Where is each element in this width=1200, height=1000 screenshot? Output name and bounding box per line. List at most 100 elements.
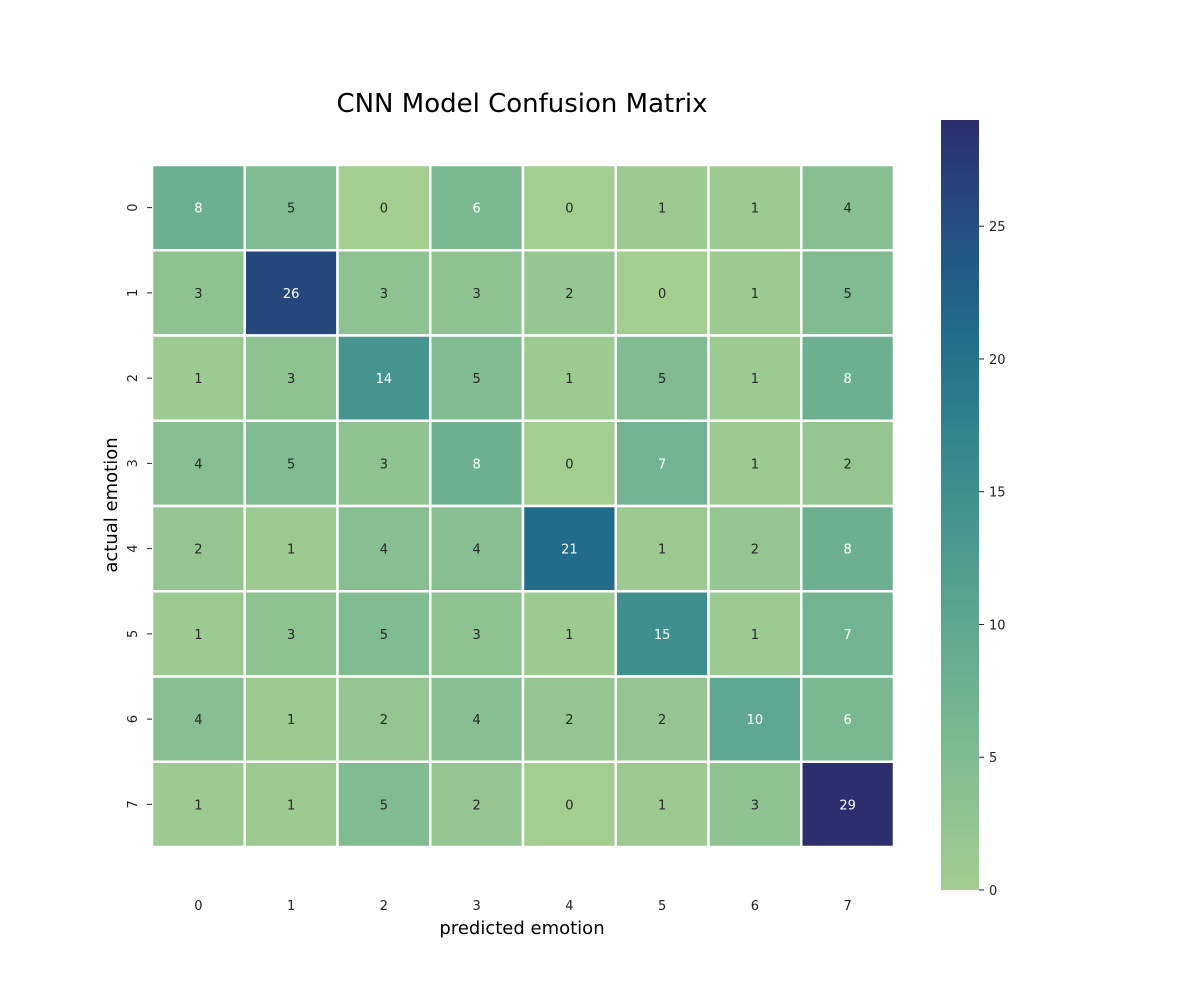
cell-value-label-3-4: 0	[565, 457, 573, 472]
x-tick-label: 2	[380, 899, 388, 914]
x-tick-label: 3	[472, 899, 480, 914]
cell-value-label-5-3: 3	[472, 628, 480, 643]
cell-value-label-7-0: 1	[194, 798, 202, 813]
cell-value-label-6-1: 1	[287, 713, 295, 728]
heatmap-cell-3-2	[336, 419, 432, 508]
cell-value-label-7-3: 2	[472, 798, 480, 813]
heatmap-cell-5-7	[800, 590, 896, 678]
cell-value-label-0-2: 0	[380, 202, 388, 217]
cell-value-label-5-5: 15	[654, 628, 671, 643]
heatmap-cell-6-1	[243, 675, 339, 763]
y-tick-label: 2	[126, 374, 141, 382]
cell-value-label-1-7: 5	[843, 287, 851, 302]
x-tick-label: 4	[565, 899, 573, 914]
y-axis-label: actual emotion	[101, 437, 122, 572]
colorbar-ticks: 0 5 10 15 20 25	[979, 220, 1006, 899]
heatmap-cell-7-2	[336, 760, 432, 849]
cell-value-label-1-2: 3	[380, 287, 388, 302]
cell-value-label-5-1: 3	[287, 628, 295, 643]
heatmap-cell-2-6	[707, 334, 803, 422]
cell-value-label-3-3: 8	[472, 457, 480, 472]
cell-value-label-4-6: 2	[751, 543, 759, 558]
cell-value-label-6-6: 10	[747, 713, 764, 728]
colorbar-tick-label: 15	[989, 486, 1006, 501]
heatmap-cell-4-3	[429, 504, 525, 593]
cell-value-label-6-5: 2	[658, 713, 666, 728]
cell-value-label-2-6: 1	[751, 372, 759, 387]
heatmap-cell-6-2	[336, 675, 432, 763]
x-tick-label: 7	[843, 899, 851, 914]
heatmap-cell-2-4	[521, 334, 617, 422]
cell-value-label-1-4: 2	[565, 287, 573, 302]
cell-value-label-4-4: 21	[561, 543, 578, 558]
colorbar-tick-label: 20	[989, 353, 1006, 368]
cell-value-label-6-0: 4	[194, 713, 202, 728]
cell-value-label-7-1: 1	[287, 798, 295, 813]
colorbar-tick-label: 5	[989, 751, 997, 766]
heatmap-cell-0-5	[614, 163, 710, 252]
y-tick-label: 4	[126, 544, 141, 552]
cell-value-label-0-3: 6	[472, 202, 480, 217]
cell-value-label-0-5: 1	[658, 202, 666, 217]
heatmap-cell-4-4	[521, 504, 617, 593]
cell-value-label-5-2: 5	[380, 628, 388, 643]
cell-value-label-3-7: 2	[843, 457, 851, 472]
heatmap-cell-6-0	[150, 675, 246, 763]
heatmap-cell-7-4	[521, 760, 617, 849]
heatmap-cell-6-6	[707, 675, 803, 763]
x-tick-label: 6	[751, 899, 759, 914]
cell-value-label-2-1: 3	[287, 372, 295, 387]
cell-value-label-4-7: 8	[843, 543, 851, 558]
heatmap-cell-2-1	[243, 334, 339, 422]
heatmap-cell-6-7	[800, 675, 896, 763]
heatmap-cell-7-3	[429, 760, 525, 849]
y-tick-label: 7	[126, 800, 141, 808]
y-axis-ticks: 0 1 2 3 4 5 6 7	[126, 203, 152, 809]
y-tick-label: 5	[126, 630, 141, 638]
cell-value-label-6-4: 2	[565, 713, 573, 728]
x-tick-label: 1	[287, 899, 295, 914]
y-tick-label: 6	[126, 715, 141, 723]
heatmap-cell-2-2	[336, 334, 432, 422]
heatmap-cell-1-1	[243, 249, 339, 337]
cell-value-label-6-7: 6	[843, 713, 851, 728]
cell-value-label-3-0: 4	[194, 457, 202, 472]
x-axis-label: predicted emotion	[439, 918, 604, 939]
heatmap-cell-0-1	[243, 163, 339, 252]
cell-value-label-5-6: 1	[751, 628, 759, 643]
heatmap-cell-0-7	[800, 163, 896, 252]
heatmap-cell-3-4	[521, 419, 617, 508]
x-axis-ticks: 0 1 2 3 4 5 6 7	[194, 899, 852, 914]
heatmap-cell-5-5	[614, 590, 710, 678]
heatmap-cell-2-7	[800, 334, 896, 422]
heatmap-cell-5-1	[243, 590, 339, 678]
heatmap-cell-3-3	[429, 419, 525, 508]
colorbar-tick-label: 0	[989, 884, 997, 899]
colorbar-tick-label: 25	[989, 220, 1006, 235]
cell-value-label-2-4: 1	[565, 372, 573, 387]
heatmap-cell-1-7	[800, 249, 896, 337]
cell-value-label-0-1: 5	[287, 202, 295, 217]
cell-value-label-2-3: 5	[472, 372, 480, 387]
chart-title: CNN Model Confusion Matrix	[336, 89, 707, 119]
heatmap-cell-7-5	[614, 760, 710, 849]
cell-value-label-2-0: 1	[194, 372, 202, 387]
cell-value-label-6-3: 4	[472, 713, 480, 728]
cell-value-label-4-5: 1	[658, 543, 666, 558]
colorbar-tick-label: 10	[989, 618, 1006, 633]
colorbar	[941, 120, 979, 890]
heatmap-cell-2-5	[614, 334, 710, 422]
x-tick-label: 5	[658, 899, 666, 914]
cell-value-label-3-5: 7	[658, 457, 666, 472]
heatmap-cell-1-5	[614, 249, 710, 337]
x-tick-label: 0	[194, 899, 202, 914]
cell-value-label-3-1: 5	[287, 457, 295, 472]
heatmap-cell-6-5	[614, 675, 710, 763]
cell-value-label-7-4: 0	[565, 798, 573, 813]
cell-value-label-4-3: 4	[472, 543, 480, 558]
cell-value-label-4-2: 4	[380, 543, 388, 558]
cell-value-label-4-1: 1	[287, 543, 295, 558]
y-tick-label: 1	[126, 289, 141, 297]
cell-value-label-3-6: 1	[751, 457, 759, 472]
